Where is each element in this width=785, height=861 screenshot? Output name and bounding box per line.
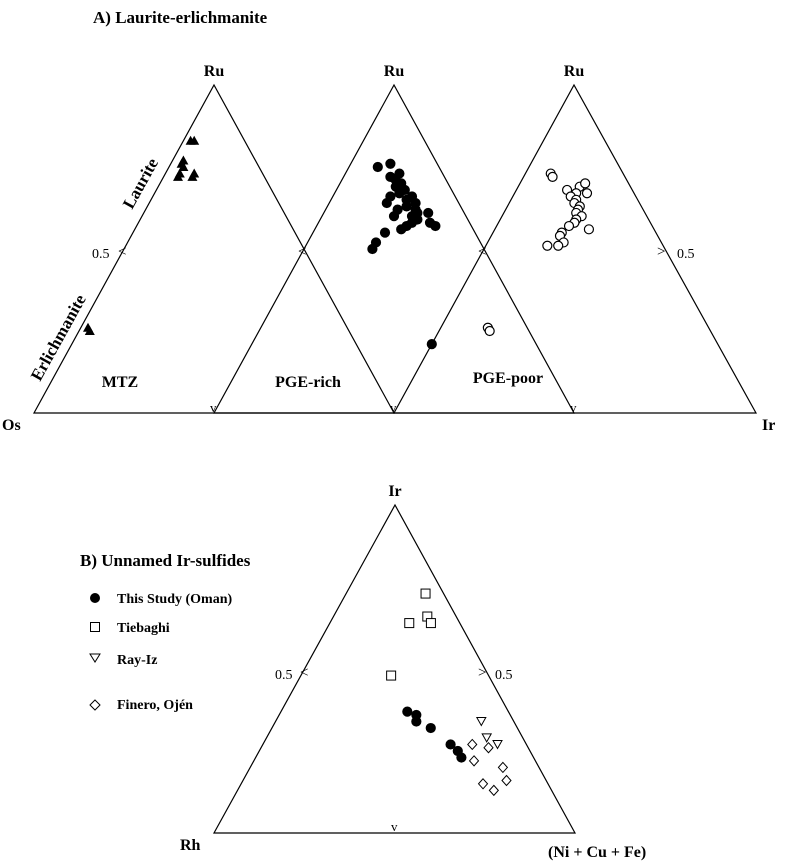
data-point-a1-1 [385,158,396,169]
data-point-b-1-0 [420,588,431,599]
tick-mark-base-3: v [570,400,577,415]
data-point-b-2-2 [492,739,503,750]
apex-ir-a: Ir [762,417,775,434]
apex-ru-3: Ru [564,63,585,80]
data-point-a1-22 [388,211,400,222]
data-point-a2-24 [484,325,495,337]
data-point-a2-16 [583,224,595,235]
legend-marker-tiebaghi [90,622,100,632]
data-point-b-2-0 [475,716,487,727]
tick-half-left-b: 0.5 [275,668,293,683]
legend-marker-finero [89,699,101,711]
panel-b: Ir Rh (Ni + Cu + Fe) B) Unnamed Ir-sulfi… [80,483,646,861]
ternary-pge-poor [392,83,758,414]
data-point-b-2-1 [481,733,493,743]
ternary-pge-rich [212,83,576,414]
data-point-a1-30 [426,339,437,350]
data-point-a2-1 [547,171,558,182]
data-point-a1-8 [394,188,405,199]
tick-mark-left-1: < [118,244,126,260]
ternary-mtz [32,83,396,414]
tick-half-right-b: 0.5 [495,668,513,683]
data-point-a2-3 [580,178,591,189]
data-point-a1-24 [379,227,391,238]
tick-mark-left-3: < [478,244,486,260]
apex-os: Os [2,417,21,434]
tick-mark-base-2: v [390,400,397,415]
data-point-b-3-1 [483,741,494,754]
ternary-ir-sulfides [212,503,577,834]
data-point-a0-6 [173,171,183,181]
data-point-b-3-2 [468,755,480,767]
apex-ru-1: Ru [204,63,225,80]
data-point-a2-15 [563,220,575,232]
data-point-b-0-2 [411,716,422,727]
legend-label-finero: Finero, Ojén [117,698,193,713]
data-point-b-0-6 [456,752,467,763]
data-point-a1-12 [401,201,412,212]
data-point-a2-20 [542,240,553,251]
data-point-a1-29 [430,220,441,232]
data-point-a1-28 [423,207,434,219]
data-point-a0-4 [178,162,189,171]
data-point-b-3-5 [477,778,489,790]
data-point-a0-8 [189,168,200,178]
data-point-b-1-4 [386,670,397,681]
legend-marker-ray-iz [89,653,101,663]
data-point-a1-0 [372,161,383,173]
apex-ni-cu-fe: (Ni + Cu + Fe) [548,844,646,861]
panel-a-title: A) Laurite-erlichmanite [93,8,268,27]
legend-label-oman: This Study (Oman) [117,592,232,607]
data-point-b-3-4 [501,774,512,787]
tick-mark-left-b: < [300,665,308,681]
tick-half-left-a: 0.5 [92,247,110,262]
subplot-label-mtz: MTZ [102,374,138,391]
data-point-a2-21 [553,240,564,251]
tick-mark-base-b: v [391,819,398,834]
legend: This Study (Oman) Tiebaghi Ray-Iz Finero… [89,592,232,713]
data-point-a0-10 [84,326,95,335]
data-point-b-1-3 [425,618,436,629]
subplot-label-pge-rich: PGE-rich [275,374,341,391]
tick-half-right-a: 0.5 [677,247,695,262]
tick-mark-left-2: < [298,244,306,260]
tick-mark-right-a: > [657,244,665,260]
panel-b-title: B) Unnamed Ir-sulfides [80,551,251,570]
erlichmanite-label: Erlichmanite [27,291,90,384]
pge-poor-points [482,168,595,337]
data-point-a2-22 [581,188,593,199]
data-point-b-3-6 [488,784,500,797]
ir-sulfide-points [386,588,512,797]
data-point-a1-23 [396,224,407,235]
data-point-a1-26 [367,243,378,255]
apex-ir-b: Ir [388,483,401,500]
laurite-label: Laurite [119,154,162,212]
data-point-b-0-4 [445,739,456,750]
data-point-a0-1 [185,135,196,145]
legend-label-tiebaghi: Tiebaghi [117,621,170,636]
tick-mark-base-1: v [210,400,217,415]
tick-mark-right-b: > [478,665,486,681]
legend-label-ray-iz: Ray-Iz [117,653,157,668]
apex-ru-2: Ru [384,63,405,80]
subplot-label-pge-poor: PGE-poor [473,370,543,387]
data-point-b-1-2 [404,618,415,629]
data-point-a1-21 [381,197,392,209]
data-point-b-3-0 [467,738,478,751]
mtz-points [83,135,200,335]
legend-marker-oman [90,593,100,603]
pge-rich-points [367,158,441,350]
data-point-b-0-3 [425,722,436,734]
panel-a: A) Laurite-erlichmanite Ru Ru Ru Os Ir L… [2,8,775,434]
apex-rh: Rh [180,837,201,854]
data-point-b-3-3 [497,761,509,774]
data-point-b-0-0 [402,706,413,717]
